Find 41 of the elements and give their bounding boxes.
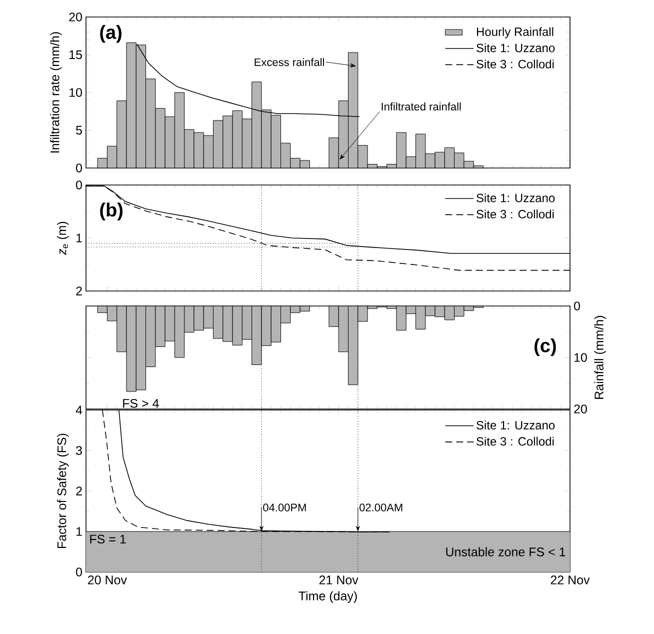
y-tick-label: 0 [76, 568, 82, 576]
ref-line-label: FS = 1 [90, 534, 126, 544]
y2-tick-label: 20 [574, 404, 587, 414]
legend-label: Site 1: Uzzano [476, 193, 555, 202]
y-tick-label: 3 [76, 446, 82, 455]
y-tick-label: 5 [76, 126, 82, 135]
y-tick-label: 2 [76, 286, 82, 296]
y-tick-label: 15 [70, 50, 82, 60]
x-tick-label: 21 Nov [319, 576, 358, 584]
text: (b) [100, 202, 123, 220]
y-tick-label: 0 [76, 164, 82, 172]
annotation: 02.00AM [360, 504, 402, 512]
y2-tick-label: 0 [574, 302, 580, 310]
legend-label: Site 3 : Collodi [476, 60, 554, 68]
annotation: 04.00PM [263, 504, 306, 512]
band-label: Unstable zone FS < 1 [446, 547, 566, 556]
x-tick-label: 22 Nov [550, 576, 590, 584]
legend-label: Site 3 : Collodi [476, 436, 554, 446]
y-axis-title: Infiltration rate (mm/h) [50, 32, 62, 152]
y-tick-label: 1 [76, 527, 82, 536]
text: (c) [534, 338, 556, 356]
annotation: Excess rainfall [254, 58, 324, 66]
legend-label: Site 1: Uzzano [476, 420, 555, 430]
legend-label: Site 3 : Collodi [476, 210, 554, 218]
annotation: Infiltrated rainfall [382, 102, 461, 110]
legend-label: Site 1: Uzzano [476, 43, 555, 52]
y-tick-label: 1 [76, 234, 82, 242]
y-axis-title: Factor of Safety (FS) [57, 434, 69, 548]
y-tick-label: 20 [69, 12, 82, 22]
x-axis-title: Time (day) [298, 591, 357, 603]
y2-tick-label: 10 [574, 353, 587, 362]
annotation: FS > 4 [123, 398, 159, 408]
y-tick-label: 2 [76, 486, 82, 496]
legend-label: Hourly Rainfall [476, 27, 554, 38]
y2-axis-title: Rainfall (mm/h) [594, 316, 606, 399]
x-tick-label: 20 Nov [88, 576, 127, 584]
y-axis-title: z$_{e}$ (m) [57, 222, 69, 255]
chart-title: (a) [100, 25, 122, 43]
y-tick-label: 10 [70, 88, 82, 97]
y-tick-label: 0 [76, 180, 82, 190]
y-tick-label: 4 [76, 406, 82, 414]
